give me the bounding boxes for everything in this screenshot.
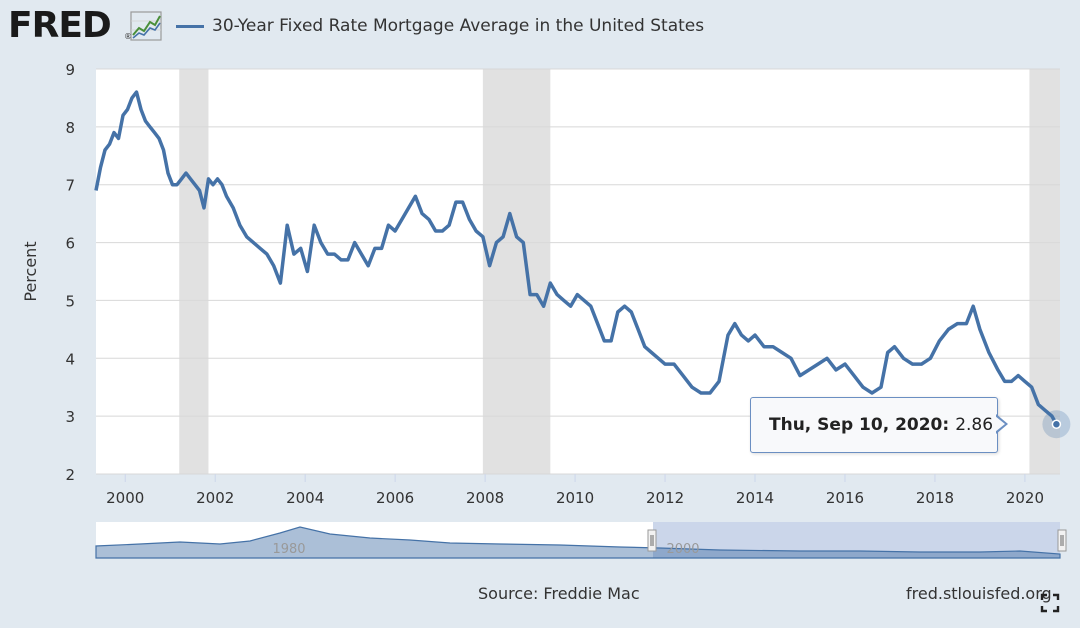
y-tick-label: 6	[65, 235, 75, 253]
y-tick-label: 9	[65, 61, 75, 79]
y-tick-label: 3	[65, 408, 75, 426]
x-tick-label: 2002	[196, 489, 234, 507]
recession-band-2	[1029, 69, 1060, 474]
y-tick-label: 2	[65, 466, 75, 484]
legend[interactable]: 30-Year Fixed Rate Mortgage Average in t…	[176, 12, 704, 40]
y-axis-label: Percent	[21, 241, 40, 301]
tooltip-date: Thu, Sep 10, 2020:	[769, 415, 950, 435]
legend-label: 30-Year Fixed Rate Mortgage Average in t…	[212, 16, 705, 36]
x-tick-label: 2000	[106, 489, 144, 507]
y-tick-label: 5	[65, 292, 75, 310]
chart-header: FRED ® 30-Year Fixed Rate Mortgage Avera…	[0, 0, 1080, 60]
x-tick-label: 2018	[916, 489, 954, 507]
navigator-handle-right[interactable]	[1057, 529, 1067, 552]
x-tick-label: 2004	[286, 489, 324, 507]
legend-swatch	[176, 24, 204, 28]
x-tick-label: 2014	[736, 489, 774, 507]
tooltip-arrow-inner	[995, 416, 1005, 432]
fullscreen-icon[interactable]	[1040, 593, 1060, 613]
x-tick-label: 2008	[466, 489, 504, 507]
x-tick-label: 2020	[1006, 489, 1044, 507]
site-link[interactable]: fred.stlouisfed.org	[906, 584, 1052, 603]
source-note: Source: Freddie Mac	[478, 584, 640, 603]
navigator-handle-left[interactable]	[647, 529, 657, 552]
y-tick-label: 8	[65, 119, 75, 137]
navigator-label: 2000	[666, 542, 699, 557]
recession-band-0	[179, 69, 209, 474]
recession-band-1	[482, 69, 551, 474]
registered-mark: ®	[124, 32, 132, 41]
tooltip-value: 2.86	[955, 415, 994, 435]
fred-logo-chart-icon	[130, 11, 162, 41]
x-tick-label: 2012	[646, 489, 684, 507]
y-tick-label: 7	[65, 177, 75, 195]
hover-point	[1051, 419, 1062, 429]
fred-logo[interactable]: FRED	[8, 5, 112, 46]
x-tick-label: 2006	[376, 489, 414, 507]
data-tooltip: Thu, Sep 10, 2020: 2.86	[750, 397, 998, 453]
y-tick-label: 4	[65, 350, 75, 368]
x-tick-label: 2016	[826, 489, 864, 507]
navigator-label: 1980	[272, 542, 305, 557]
navigator-area	[95, 526, 1061, 559]
series-line	[94, 90, 1058, 426]
x-tick-label: 2010	[556, 489, 594, 507]
